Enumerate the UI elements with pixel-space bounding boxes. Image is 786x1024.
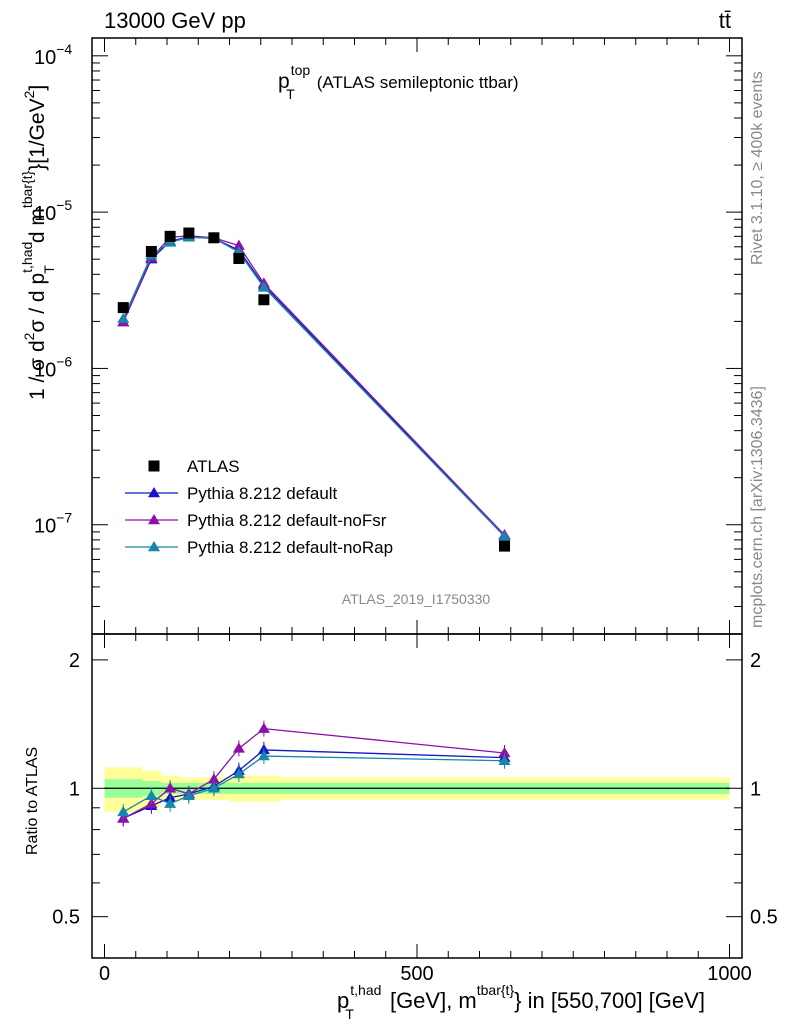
ylabel-part-g: tbar{t} [19,170,35,208]
title-rest: (ATLAS semileptonic ttbar) [317,73,519,92]
ylabel-part-h: }[1/GeV [26,98,49,170]
series-point [117,312,130,323]
main-ylabel: 1 / σ d2σ / d pt,had Td mtbar{t}}[1/GeV2] [19,85,57,400]
legend-label: Pythia 8.212 default [187,484,338,503]
x-axis-label: pt,had T [GeV], mtbar{t}} in [550,700] [Ge… [337,982,705,1022]
legend-entry: Pythia 8.212 default [125,484,338,503]
y-tick-label: 10−4 [34,41,72,69]
y-tick-label: 10−5 [34,197,72,225]
ratio-y-tick-label: 0.5 [52,907,80,929]
y-tick-exp: −5 [56,197,72,213]
ylabel-part-f: d m [26,208,49,243]
y-tick-base: 10 [34,359,56,381]
y-tick-base: 10 [34,516,56,538]
ratio-point [232,768,245,779]
ylabel-part-b: 2 [21,332,37,340]
legend-entry: ATLAS [148,457,240,476]
ratio-series-3 [117,748,511,820]
title-sup: top [291,62,311,78]
y-tick-label: 10−6 [34,353,72,381]
x-tick-label: 0 [99,963,110,985]
xlabel-sup2: tbar{t} [477,982,515,998]
atlas-point [183,227,195,239]
xlabel-sup1: t,had [350,982,381,998]
process-label: tt̄ [719,8,731,33]
atlas-point [208,232,220,244]
ylabel-part-i: 2 [21,90,37,98]
y-tick-label: 10−7 [34,510,72,538]
ratio-y-tick-label-right: 1 [750,778,761,800]
legend-label: ATLAS [187,457,240,476]
xlabel-p: p [337,988,349,1013]
ratio-y-tick-label: 2 [69,650,80,672]
legend-marker-triangle [148,541,160,552]
ratio-point [164,797,177,808]
ylabel-part-a: 1 / σ d [26,340,49,400]
ratio-point [498,754,511,765]
y-tick-exp: −4 [56,41,72,57]
series-point [257,281,270,292]
ratio-axis-ticks: 0 500 1000 0.5 0.5 1 1 2 2 [52,634,778,985]
ratio-point [232,742,245,753]
ratio-y-tick-label-right: 2 [750,650,761,672]
y-tick-exp: −6 [56,353,72,369]
ratio-point [257,722,270,733]
ratio-point [498,746,511,758]
legend-entry: Pythia 8.212 default-noFsr [125,511,387,530]
legend-marker-triangle [148,514,160,525]
series-atlas-points [117,227,510,552]
ratio-point [257,750,270,761]
series-point [498,530,511,541]
ratio-point [207,782,220,793]
atlas-point [145,245,157,257]
mcplots-label: mcplots.cern.ch [arXiv:1306.3436] [749,386,766,628]
atlas-point [499,540,510,552]
atlas-point [164,230,176,242]
analysis-watermark: ATLAS_2019_I1750330 [342,591,491,607]
ratio-point [182,789,195,801]
legend-entry: Pythia 8.212 default-noRap [125,538,393,557]
legend-label: Pythia 8.212 default-noFsr [187,511,387,530]
atlas-point [233,253,245,265]
x-tick-label: 1000 [707,963,752,985]
ratio-y-tick-label-right: 0.5 [750,907,778,929]
ylabel-part-d: t,had [19,242,35,273]
ylabel-part-j: ] [26,85,49,91]
ylabel-part-e: T [41,265,57,274]
main-axis-ticks: 10−710−610−510−4 [34,38,742,635]
xlabel-end: } in [550,700] [GeV] [514,988,705,1013]
ratio-point [164,782,177,793]
ratio-y-tick-label: 1 [69,778,80,800]
ratio-series-line [122,727,505,819]
ratio-point [145,789,158,801]
main-plot-area [117,227,511,552]
ylabel-part-c: σ / d p [26,273,49,333]
legend-label: Pythia 8.212 default-noRap [187,538,393,557]
atlas-point [258,294,270,306]
atlas-point [117,302,129,314]
legend-marker-square [148,460,160,472]
y-tick-base: 10 [34,47,56,69]
y-tick-exp: −7 [56,510,72,526]
legend-marker-triangle [148,487,160,498]
title-sub: T [286,86,295,102]
xlabel-mid: [GeV], m [390,988,477,1013]
y-tick-base: 10 [34,203,56,225]
ratio-ylabel: Ratio to ATLAS [24,747,41,855]
ratio-point [207,773,220,784]
title-p: p [278,70,290,93]
x-tick-label: 500 [400,963,433,985]
series-point [232,239,245,250]
ratio-point [117,805,130,817]
ratio-series-2 [117,720,511,827]
rivet-label: Rivet 3.1.10, ≥ 400k events [749,71,766,265]
energy-label: 13000 GeV pp [104,8,246,33]
legend: ATLAS Pythia 8.212 default Pythia 8.212 de… [125,457,393,557]
ratio-plot-area [104,720,730,827]
xlabel-sub: T [345,1006,354,1022]
plot-title: ptop T (ATLAS semileptonic ttbar) [278,62,519,102]
